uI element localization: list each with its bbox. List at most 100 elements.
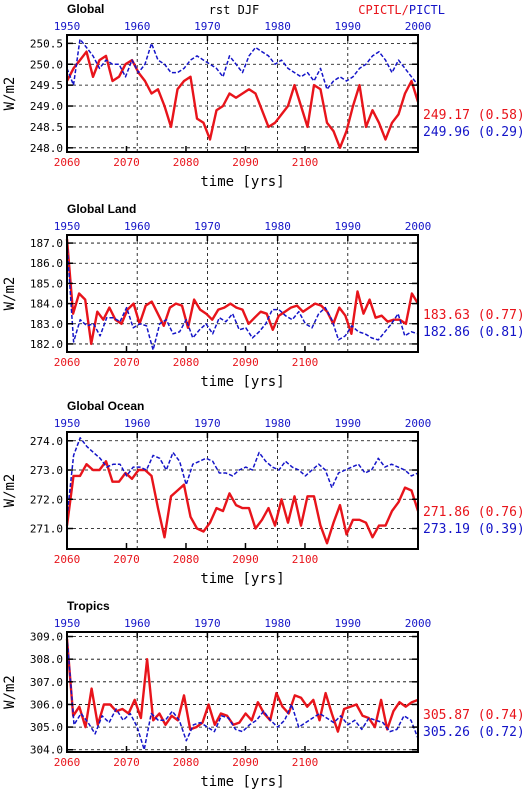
x-axis-label: time [yrs] <box>200 174 284 190</box>
x-tick-label-top: 1960 <box>124 617 151 630</box>
plot-frame <box>66 431 419 550</box>
y-tick-label: 184.0 <box>30 298 63 311</box>
legend-red: CPICTL/ <box>358 3 409 17</box>
x-tick-label-bottom: 2060 <box>54 553 81 566</box>
x-tick-label-top: 1950 <box>54 220 81 233</box>
x-tick-label-bottom: 2080 <box>173 356 200 369</box>
series-line-pictl <box>66 437 419 517</box>
x-tick-label-bottom: 2070 <box>113 356 140 369</box>
y-tick-label: 305.0 <box>30 721 63 734</box>
x-tick-label-bottom: 2060 <box>54 756 81 769</box>
x-tick-label-bottom: 2100 <box>292 156 319 169</box>
x-tick-label-top: 1970 <box>194 417 221 430</box>
x-tick-label-top: 1950 <box>54 617 81 630</box>
x-tick-label-top: 1960 <box>124 417 151 430</box>
header-legend: CPICTL/PICTL <box>358 3 445 17</box>
y-tick-label: 249.0 <box>30 100 63 113</box>
y-tick-label: 273.0 <box>30 464 63 477</box>
x-tick-label-top: 1980 <box>264 417 291 430</box>
x-axis-label: time [yrs] <box>200 571 284 587</box>
panel-title: Global Ocean <box>67 399 144 413</box>
stat-pictl: 305.26 (0.72) <box>423 725 522 740</box>
y-tick-label: 271.0 <box>30 523 63 536</box>
stat-cpictl: 183.63 (0.77) <box>423 308 522 323</box>
y-tick-label: 307.0 <box>30 676 63 689</box>
grid <box>67 432 418 549</box>
stat-cpictl: 249.17 (0.58) <box>423 108 522 123</box>
x-tick-label-top: 2000 <box>405 617 432 630</box>
x-axis-label: time [yrs] <box>200 774 284 790</box>
x-tick-label-top: 1960 <box>124 20 151 33</box>
x-tick-label-bottom: 2060 <box>54 156 81 169</box>
panel-title: Tropics <box>67 599 110 613</box>
x-tick-label-bottom: 2090 <box>232 156 259 169</box>
plot-frame <box>66 234 419 353</box>
y-tick-label: 249.5 <box>30 79 63 92</box>
x-tick-label-bottom: 2090 <box>232 553 259 566</box>
stat-pictl: 249.96 (0.29) <box>423 125 522 140</box>
x-tick-label-top: 2000 <box>405 417 432 430</box>
x-tick-label-top: 1950 <box>54 20 81 33</box>
x-tick-label-bottom: 2100 <box>292 553 319 566</box>
stat-cpictl: 271.86 (0.76) <box>423 505 522 520</box>
plot-frame <box>66 631 419 753</box>
series-line-pictl <box>66 636 419 751</box>
series-line-pictl <box>66 38 419 91</box>
chart-panel-4: Tropics 304.0 305.0 306.0 307.0 308.0 309.0 206… <box>2 599 522 790</box>
grid <box>67 235 418 352</box>
y-tick-label: 306.0 <box>30 698 63 711</box>
chart-panel-2: Global Land 182.0 183.0 184.0 185.0 186.0 187.… <box>2 202 522 390</box>
series-line-cpictl <box>65 238 420 346</box>
x-tick-label-top: 1990 <box>335 220 362 233</box>
plot-frame <box>66 34 419 153</box>
x-tick-label-top: 2000 <box>405 220 432 233</box>
y-tick-label: 248.0 <box>30 142 63 155</box>
x-tick-label-top: 1980 <box>264 617 291 630</box>
x-tick-label-top: 2000 <box>405 20 432 33</box>
y-axis-label: W/m2 <box>2 474 18 508</box>
chart-panel-1: Global 248.0 248.5 249.0 249.5 250.0 250.5 2060… <box>2 2 522 190</box>
y-tick-label: 185.0 <box>30 277 63 290</box>
x-tick-label-top: 1980 <box>264 220 291 233</box>
stat-pictl: 182.86 (0.81) <box>423 325 522 340</box>
x-tick-label-top: 1970 <box>194 220 221 233</box>
x-tick-label-top: 1970 <box>194 20 221 33</box>
y-tick-label: 248.5 <box>30 121 63 134</box>
y-axis-label: W/m2 <box>2 77 18 111</box>
x-tick-label-top: 1990 <box>335 20 362 33</box>
y-axis-label: W/m2 <box>2 675 18 709</box>
stat-pictl: 273.19 (0.39) <box>423 522 522 537</box>
x-tick-label-top: 1970 <box>194 617 221 630</box>
y-axis-label: W/m2 <box>2 277 18 311</box>
x-tick-label-bottom: 2080 <box>173 553 200 566</box>
x-tick-label-bottom: 2070 <box>113 756 140 769</box>
grid <box>67 632 418 752</box>
series-line-cpictl <box>65 460 420 545</box>
x-tick-label-bottom: 2080 <box>173 756 200 769</box>
x-tick-label-top: 1950 <box>54 417 81 430</box>
y-tick-label: 304.0 <box>30 744 63 757</box>
y-tick-label: 182.0 <box>30 338 63 351</box>
y-tick-label: 272.0 <box>30 493 63 506</box>
x-tick-label-top: 1980 <box>264 20 291 33</box>
y-tick-label: 183.0 <box>30 318 63 331</box>
y-tick-label: 308.0 <box>30 653 63 666</box>
y-tick-label: 309.0 <box>30 631 63 644</box>
x-tick-label-top: 1990 <box>335 417 362 430</box>
x-tick-label-bottom: 2070 <box>113 553 140 566</box>
x-tick-label-bottom: 2080 <box>173 156 200 169</box>
y-tick-label: 250.5 <box>30 37 63 50</box>
chart-panel-3: Global Ocean 271.0 272.0 273.0 274.0 2060 2070… <box>2 399 522 587</box>
legend-blue: PICTL <box>409 3 445 17</box>
stat-cpictl: 305.87 (0.74) <box>423 708 522 723</box>
x-tick-label-bottom: 2090 <box>232 356 259 369</box>
x-tick-label-bottom: 2100 <box>292 756 319 769</box>
panel-title: Global <box>67 2 104 16</box>
x-tick-label-bottom: 2090 <box>232 756 259 769</box>
y-tick-label: 274.0 <box>30 435 63 448</box>
x-tick-label-bottom: 2100 <box>292 356 319 369</box>
y-tick-label: 186.0 <box>30 257 63 270</box>
header-center-title: rst DJF <box>209 3 260 17</box>
